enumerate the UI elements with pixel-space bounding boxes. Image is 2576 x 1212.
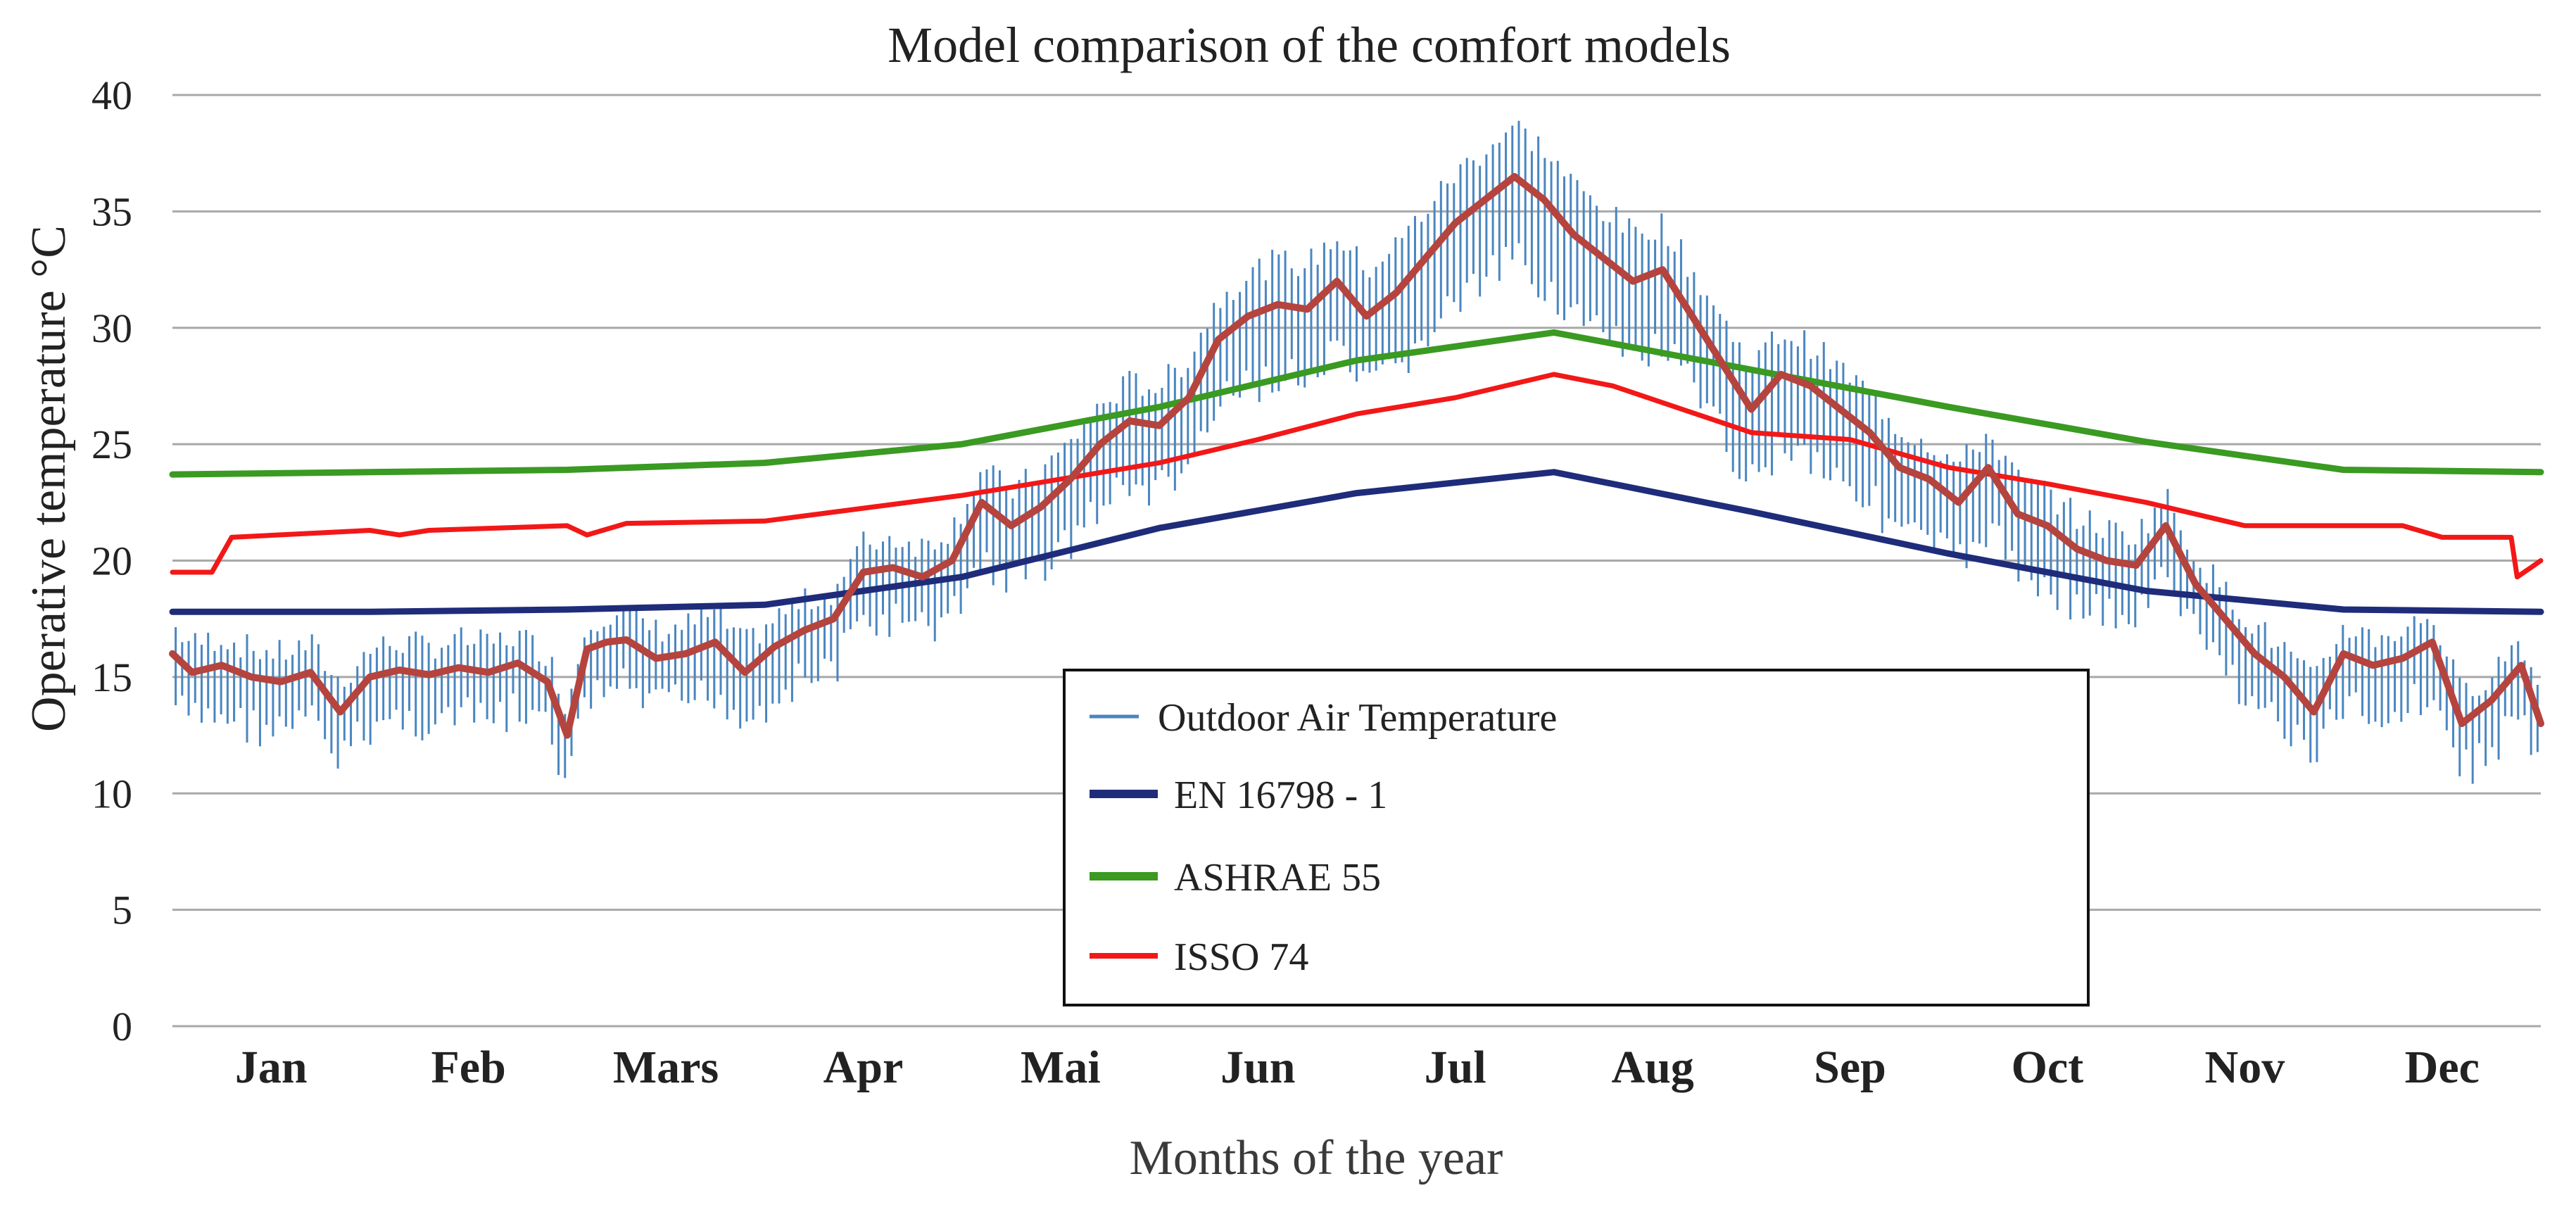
series-line-isso74 xyxy=(170,372,2544,580)
x-tick-label-mai: Mai xyxy=(1021,1042,1101,1093)
y-tick-label: 5 xyxy=(112,888,132,933)
x-tick-label-apr: Apr xyxy=(823,1042,904,1093)
legend-label-ashrae55: ASHRAE 55 xyxy=(1174,856,1381,899)
legend: Outdoor Air Temperature EN 16798 - 1 ASH… xyxy=(1063,669,2090,1006)
legend-box xyxy=(1063,669,2090,1006)
series-line-outdoor_mean xyxy=(169,172,2544,739)
legend-label-outdoor: Outdoor Air Temperature xyxy=(1158,696,1557,740)
y-tick-label: 35 xyxy=(91,189,132,234)
x-tick-label-aug: Aug xyxy=(1611,1042,1693,1093)
x-tick-label-sep: Sep xyxy=(1814,1042,1886,1093)
x-tick-labels: Jan Feb Mars Apr Mai Jun Jul Aug Sep Oct Nov Dec xyxy=(235,1042,2480,1093)
series-lines xyxy=(169,172,2544,739)
legend-label-en16798: EN 16798 - 1 xyxy=(1174,774,1387,817)
x-tick-label-jun: Jun xyxy=(1220,1042,1295,1093)
y-tick-label: 40 xyxy=(91,72,132,118)
y-tick-labels: 0 5 10 15 20 25 30 35 40 xyxy=(91,72,132,1049)
x-tick-label-dec: Dec xyxy=(2405,1042,2480,1093)
y-tick-label: 20 xyxy=(91,538,132,584)
series-line-ashrae55 xyxy=(169,329,2544,478)
y-tick-label: 30 xyxy=(91,305,132,351)
series-line-en16798 xyxy=(169,469,2544,615)
y-tick-label: 15 xyxy=(91,655,132,700)
y-tick-label: 25 xyxy=(91,422,132,467)
legend-label-isso74: ISSO 74 xyxy=(1174,935,1308,979)
x-tick-label-jul: Jul xyxy=(1425,1042,1486,1093)
x-axis-label: Months of the year xyxy=(1130,1131,1503,1185)
gridlines xyxy=(172,94,2541,1028)
x-tick-label-feb: Feb xyxy=(431,1042,505,1093)
x-tick-label-jan: Jan xyxy=(235,1042,308,1093)
chart-title: Model comparison of the comfort models xyxy=(888,17,1731,73)
y-tick-label: 0 xyxy=(112,1004,132,1049)
x-tick-label-oct: Oct xyxy=(2012,1042,2084,1093)
outdoor-air-temperature-spikes xyxy=(175,120,2539,784)
y-axis-label: Operative temperature °C xyxy=(22,225,76,732)
x-tick-label-nov: Nov xyxy=(2205,1042,2285,1093)
y-tick-label: 10 xyxy=(91,771,132,816)
x-tick-label-mars: Mars xyxy=(613,1042,719,1093)
